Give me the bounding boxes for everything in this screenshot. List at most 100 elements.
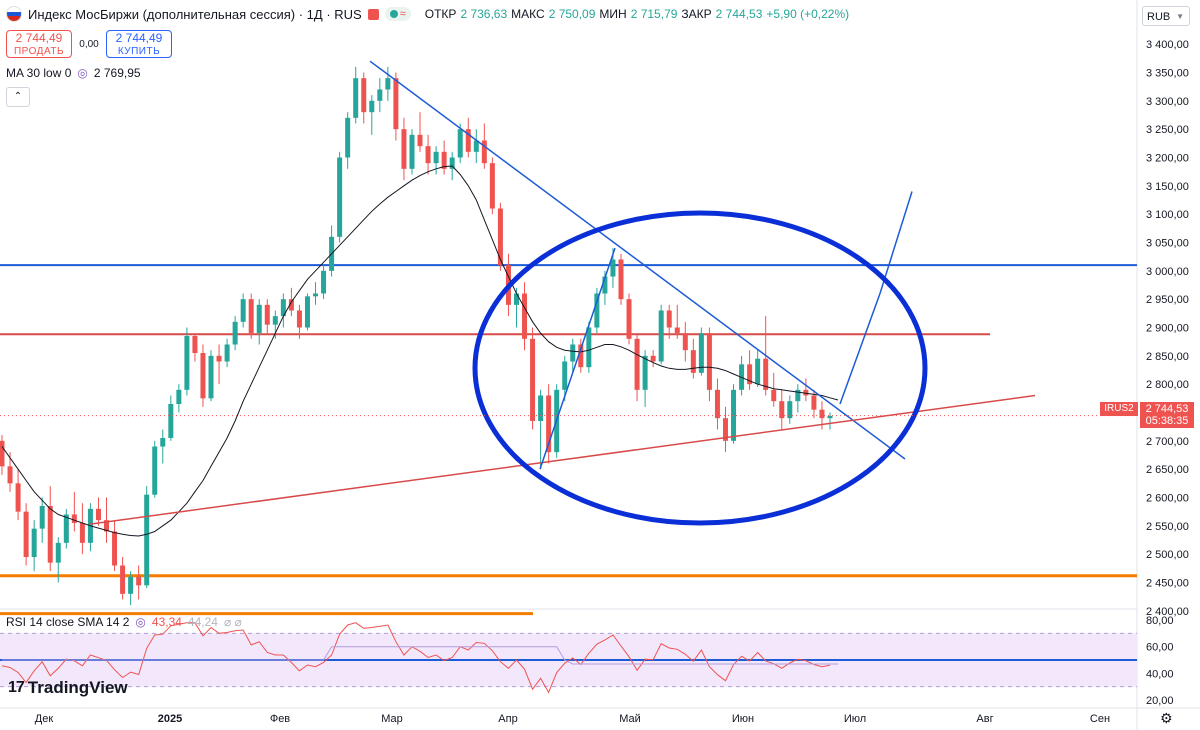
tradingview-logo: 17 TradingView	[8, 678, 128, 698]
rsi-sma-line	[2, 646, 838, 665]
spread-value: 0,00	[79, 38, 99, 50]
sell-button[interactable]: 2 744,49 ПРОДАТЬ	[6, 30, 72, 58]
candle-body	[570, 344, 576, 362]
candle-body	[714, 389, 720, 419]
candle-body	[63, 514, 69, 543]
y-tick-label: 3 350,00	[1146, 68, 1189, 80]
candle-body	[104, 520, 110, 532]
gear-icon[interactable]: ⚙	[1160, 710, 1173, 726]
candle-body	[530, 338, 536, 421]
candle-body	[377, 89, 383, 101]
currency-value: RUB	[1147, 11, 1171, 23]
low-value: 2 715,79	[630, 7, 678, 21]
candle-body	[200, 353, 206, 399]
candle-body	[706, 333, 712, 390]
market-status-badge[interactable]: ≈	[384, 7, 411, 21]
trade-panel: 2 744,49 ПРОДАТЬ 0,00 2 744,49 КУПИТЬ	[6, 30, 172, 58]
y-tick-label: 2 950,00	[1146, 294, 1189, 306]
candle-body	[658, 310, 664, 362]
highlight-ellipse	[472, 210, 928, 526]
bar-countdown: 05:38:35	[1145, 415, 1189, 427]
rsi-tick-label: 60,00	[1146, 642, 1174, 654]
candle-body	[610, 259, 616, 277]
candle-body	[168, 404, 174, 438]
symbol-title[interactable]: Индекс МосБиржи (дополнительная сессия) …	[28, 6, 362, 22]
chevron-down-icon: ▼	[1176, 12, 1184, 21]
candle-body	[513, 293, 519, 305]
candle-body	[626, 299, 632, 339]
candle-body	[160, 438, 166, 447]
candle-body	[240, 299, 246, 322]
x-tick-label: Апр	[498, 713, 517, 725]
y-tick-label: 2 450,00	[1146, 578, 1189, 590]
candle-body	[385, 78, 391, 90]
rsi-sma-value: 44,24	[187, 615, 218, 629]
ascending-support-line	[89, 394, 1036, 525]
rsi-legend[interactable]: RSI 14 close SMA 14 2 ◎ 43,34 44,24 ⌀ ⌀	[6, 615, 242, 629]
x-tick-label: Авг	[976, 713, 993, 725]
x-tick-label: Сен	[1090, 713, 1110, 725]
high-value: 2 750,09	[548, 7, 596, 21]
chart-header: Индекс МосБиржи (дополнительная сессия) …	[6, 6, 849, 22]
candle-body	[288, 299, 294, 311]
buy-button[interactable]: 2 744,49 КУПИТЬ	[106, 30, 172, 58]
ma-indicator-legend[interactable]: MA 30 low 0 ◎ 2 769,95	[6, 66, 141, 80]
candle-body	[256, 304, 262, 334]
y-tick-label: 3 000,00	[1146, 266, 1189, 278]
collapse-legend-button[interactable]: ⌃	[6, 87, 30, 107]
y-tick-label: 3 400,00	[1146, 39, 1189, 51]
y-tick-label: 2 800,00	[1146, 379, 1189, 391]
tv-mark-icon: 17	[8, 679, 25, 696]
x-tick-label: Июн	[732, 713, 754, 725]
candle-body	[522, 293, 528, 339]
symbol-price-tag: IRUS2	[1100, 402, 1138, 416]
candle-body	[779, 401, 785, 419]
candle-body	[39, 506, 45, 529]
candle-body	[618, 259, 624, 300]
candle-body	[747, 364, 753, 385]
candle-body	[803, 389, 809, 396]
currency-select[interactable]: RUB ▼	[1142, 6, 1190, 26]
candle-body	[586, 327, 592, 368]
candle-body	[441, 151, 447, 169]
candle-body	[674, 327, 680, 334]
candle-body	[192, 336, 198, 353]
candle-body	[698, 333, 704, 373]
candle-body	[457, 129, 463, 158]
sell-price: 2 744,49	[15, 31, 63, 45]
ohlc-values: ОТКР 2 736,63 МАКС 2 750,09 МИН 2 715,79 ЗА…	[425, 7, 849, 21]
candle-body	[216, 355, 222, 362]
rally-trendline	[539, 247, 616, 470]
candle-body	[112, 531, 118, 566]
chevron-up-icon: ⌃	[13, 91, 23, 102]
x-tick-label: 2025	[158, 713, 182, 725]
candle-body	[313, 293, 319, 297]
candle-body	[31, 528, 37, 557]
candle-body	[304, 296, 310, 328]
last-price: 2 744,53	[1145, 403, 1189, 415]
y-tick-label: 2 700,00	[1146, 436, 1189, 448]
candle-body	[321, 270, 327, 294]
projection-line	[839, 191, 913, 405]
candle-body	[731, 389, 737, 441]
ma30-line	[1, 165, 839, 537]
candle-body	[634, 338, 640, 390]
candle-body	[827, 415, 833, 419]
candle-body	[280, 299, 286, 317]
y-tick-label: 2 400,00	[1146, 606, 1189, 618]
candle-body	[642, 355, 648, 390]
candle-body	[136, 576, 142, 586]
candle-body	[650, 355, 656, 362]
y-tick-label: 2 650,00	[1146, 464, 1189, 476]
candle-body	[666, 310, 672, 328]
candle-body	[425, 146, 431, 164]
y-tick-label: 3 300,00	[1146, 96, 1189, 108]
alert-flag-icon[interactable]	[367, 8, 379, 20]
ma-label: MA 30 low 0	[6, 66, 72, 80]
candle-body	[184, 336, 190, 390]
y-tick-label: 2 900,00	[1146, 323, 1189, 335]
candle-body	[393, 78, 399, 130]
candle-body	[79, 523, 85, 543]
candle-body	[795, 389, 801, 402]
